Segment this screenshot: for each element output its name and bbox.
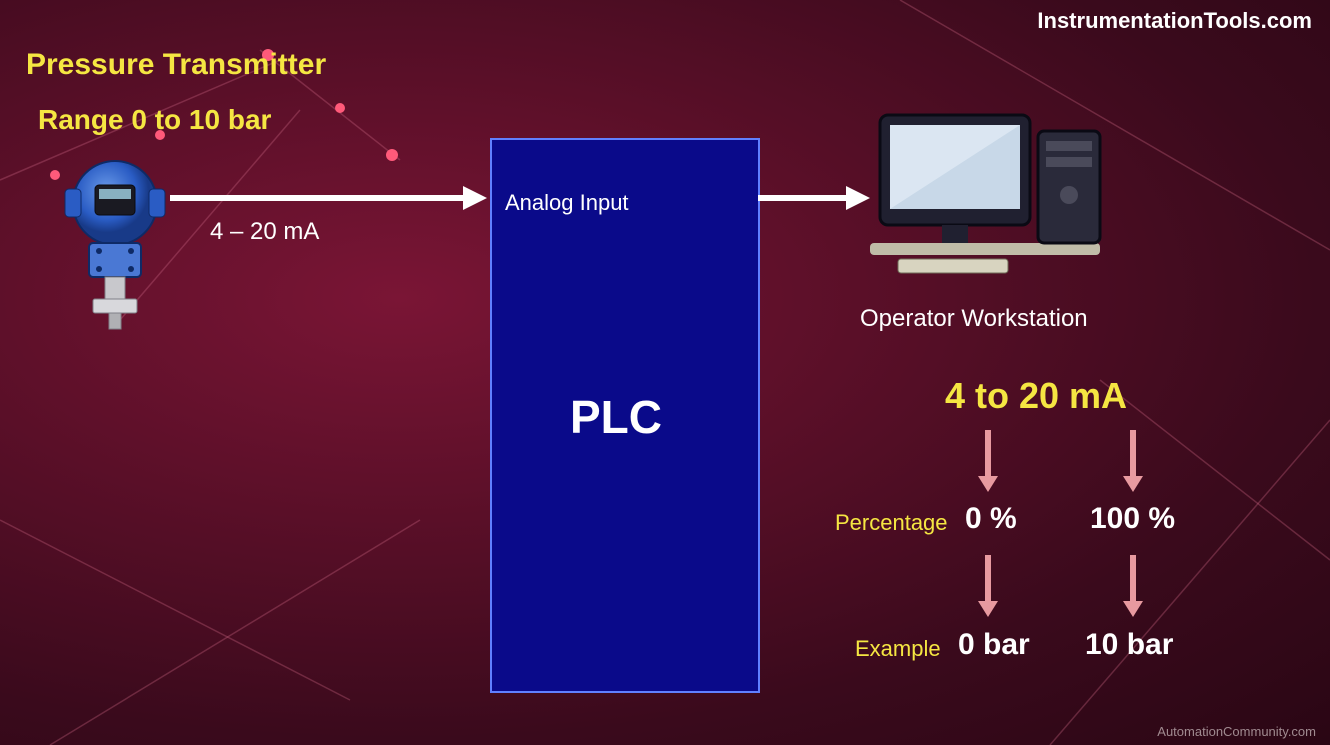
signal-4-20ma-label: 4 – 20 mA bbox=[210, 218, 319, 246]
arrow-transmitter-to-plc-head bbox=[463, 186, 487, 210]
example-label: Example bbox=[855, 636, 941, 662]
down-arrow-icon bbox=[985, 555, 991, 603]
example-high-value: 10 bar bbox=[1085, 628, 1173, 662]
watermark-bottom: AutomationCommunity.com bbox=[1157, 724, 1316, 739]
down-arrow-icon bbox=[1130, 430, 1136, 478]
percentage-label: Percentage bbox=[835, 510, 948, 536]
mapping-heading: 4 to 20 mA bbox=[945, 375, 1127, 417]
down-arrow-icon bbox=[1130, 555, 1136, 603]
down-arrow-icon bbox=[985, 430, 991, 478]
transmitter-title: Pressure Transmitter bbox=[26, 48, 326, 82]
percent-high-value: 100 % bbox=[1090, 502, 1175, 536]
plc-main-label: PLC bbox=[570, 390, 662, 444]
arrow-plc-to-workstation bbox=[758, 195, 848, 201]
percent-low-value: 0 % bbox=[965, 502, 1017, 536]
arrow-transmitter-to-plc bbox=[170, 195, 465, 201]
transmitter-range: Range 0 to 10 bar bbox=[38, 104, 271, 136]
example-low-value: 0 bar bbox=[958, 628, 1030, 662]
pressure-transmitter-icon bbox=[55, 155, 175, 335]
plc-analog-input-label: Analog Input bbox=[505, 190, 629, 216]
workstation-label: Operator Workstation bbox=[860, 305, 1088, 333]
watermark-top: InstrumentationTools.com bbox=[1037, 8, 1312, 34]
operator-workstation-icon bbox=[860, 105, 1120, 295]
